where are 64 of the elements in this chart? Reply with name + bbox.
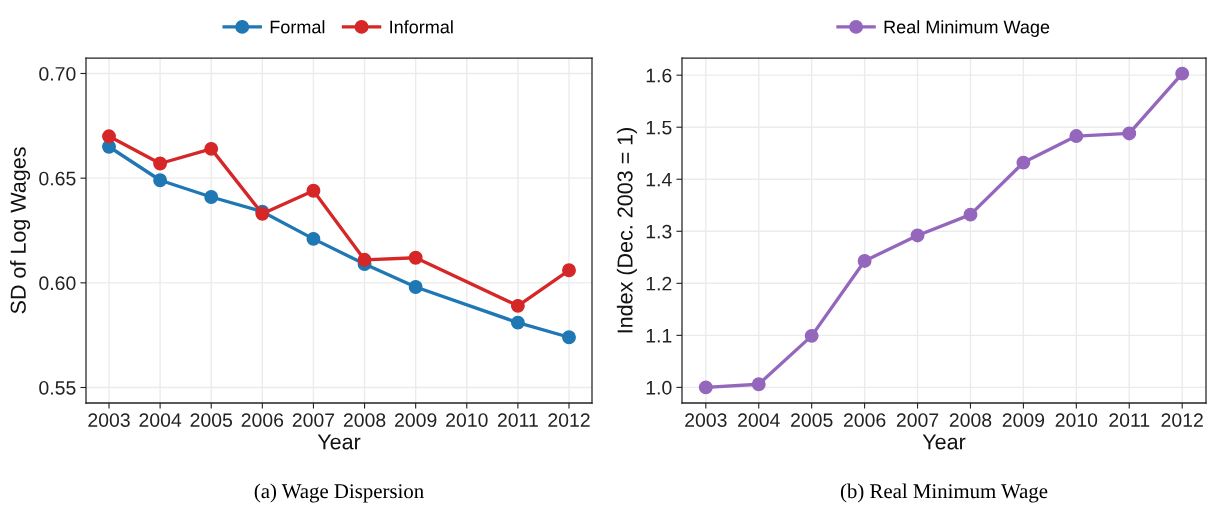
x-tick-label: 2006 [241, 413, 284, 427]
point [1175, 66, 1190, 81]
x-tick-label: 2009 [1002, 413, 1045, 427]
point [698, 380, 713, 395]
x-axis-title: Year [317, 434, 361, 450]
point [204, 141, 219, 156]
x-tick-label: 2010 [446, 413, 488, 427]
point [857, 253, 872, 268]
point [910, 228, 925, 243]
x-tick-label: 2011 [497, 413, 538, 427]
point [562, 263, 576, 278]
y-tick-label: 1.3 [646, 224, 672, 239]
point [408, 280, 423, 294]
point [204, 190, 219, 204]
y-tick-label: 1.1 [646, 329, 672, 343]
legend-label: Informal [390, 20, 453, 34]
x-tick-label: 2011 [1109, 413, 1150, 427]
text: (a) Wage Dispersion [254, 483, 424, 503]
point [562, 330, 576, 345]
y-tick-label: 0.65 [39, 171, 76, 186]
point [306, 231, 321, 246]
point [153, 156, 168, 171]
x-tick-label: 2004 [738, 413, 780, 427]
x-tick-label: 2003 [88, 413, 130, 427]
x-tick-label: 2012 [1161, 413, 1203, 427]
point [306, 183, 321, 198]
point [1016, 155, 1031, 170]
y-tick-label: 0.55 [39, 380, 76, 395]
x-tick-label: 2007 [896, 413, 939, 427]
point [153, 173, 168, 188]
point [804, 328, 819, 343]
y-axis-title: Index (Dec. 2003 = 1) [616, 128, 637, 333]
x-tick-label: 2012 [548, 413, 590, 427]
point [510, 315, 525, 330]
y-tick-label: 1.6 [646, 68, 672, 83]
point [510, 298, 525, 313]
point [408, 250, 423, 265]
x-tick-label: 2005 [190, 413, 233, 427]
y-tick-label: 0.70 [39, 66, 76, 81]
y-tick-label: 1.5 [646, 120, 672, 135]
point [751, 377, 766, 392]
y-tick-label: 1.2 [646, 276, 672, 291]
x-tick-label: 2004 [139, 413, 182, 427]
x-axis-title: Year [922, 434, 966, 450]
x-tick-label: 2008 [949, 413, 992, 427]
x-tick-label: 2007 [292, 413, 335, 427]
x-tick-label: 2008 [343, 413, 386, 427]
text: (b) Real Minimum Wage [840, 483, 1048, 503]
y-tick-label: 0.60 [39, 276, 76, 291]
x-tick-label: 2003 [685, 413, 727, 427]
legend-label: Real Minimum Wage [884, 20, 1050, 37]
x-tick-label: 2006 [843, 413, 886, 427]
point [963, 207, 978, 222]
x-tick-label: 2009 [395, 413, 437, 427]
y-tick-label: 1.0 [646, 380, 672, 395]
point [102, 129, 116, 144]
y-axis-title: SD of Log Wages [10, 147, 31, 314]
x-tick-label: 2005 [791, 413, 833, 427]
x-tick-label: 2010 [1055, 413, 1098, 427]
point [1069, 129, 1084, 143]
point [357, 252, 372, 267]
point [1122, 126, 1137, 141]
y-tick-label: 1.4 [646, 172, 672, 187]
legend-label: Formal [270, 20, 325, 34]
